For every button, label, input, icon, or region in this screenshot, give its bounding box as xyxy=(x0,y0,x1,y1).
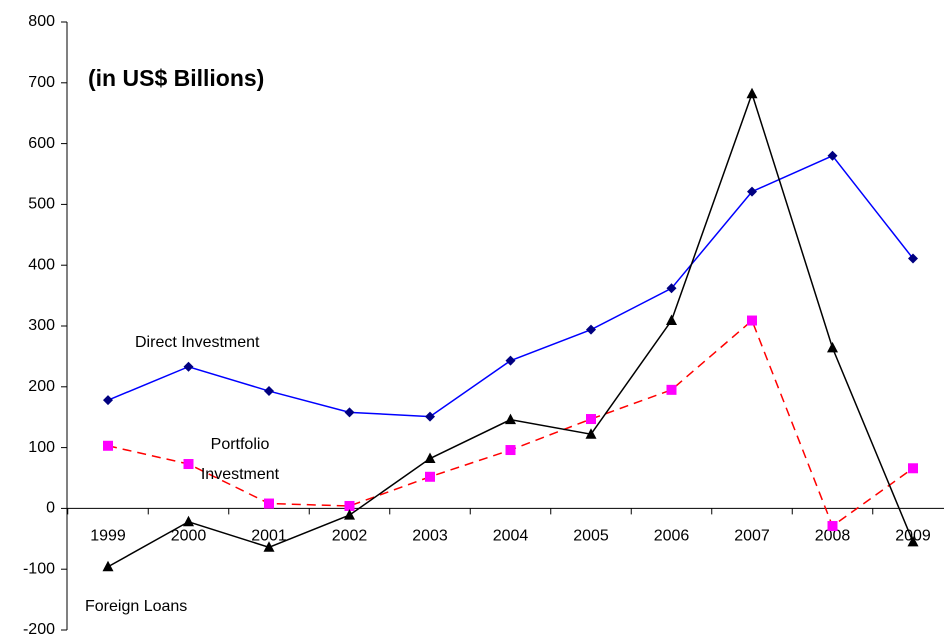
x-tick-label: 1999 xyxy=(90,528,126,545)
marker xyxy=(505,445,516,456)
y-tick-label: 400 xyxy=(28,256,55,273)
marker xyxy=(666,314,677,326)
marker xyxy=(827,150,838,161)
marker xyxy=(827,521,838,532)
x-tick-label: 2004 xyxy=(493,528,529,545)
x-tick-label: 2008 xyxy=(815,528,851,545)
y-tick-label: 0 xyxy=(46,500,55,517)
marker xyxy=(183,459,194,470)
marker xyxy=(586,324,596,335)
y-tick-label: 500 xyxy=(28,196,55,213)
marker xyxy=(102,560,114,572)
x-tick-label: 2006 xyxy=(654,528,690,545)
series-label: Direct Investment xyxy=(135,334,260,351)
marker xyxy=(183,361,194,372)
y-tick-label: -200 xyxy=(23,621,55,638)
marker xyxy=(505,355,516,366)
marker xyxy=(425,411,435,422)
marker xyxy=(264,498,274,509)
marker xyxy=(505,413,516,425)
marker xyxy=(747,315,757,326)
series-line xyxy=(107,154,914,418)
marker xyxy=(666,384,677,395)
marker xyxy=(263,541,275,552)
marker xyxy=(585,428,597,439)
marker xyxy=(344,500,355,511)
chart-title: (in US$ Billions) xyxy=(88,65,264,91)
y-tick-label: 100 xyxy=(28,439,55,456)
marker xyxy=(344,509,355,520)
series-label: Portfolio Investment xyxy=(201,436,280,483)
marker xyxy=(103,440,113,451)
marker xyxy=(424,452,436,464)
marker xyxy=(344,407,355,418)
y-tick-label: 800 xyxy=(28,13,55,30)
x-tick-label: 2003 xyxy=(412,528,448,545)
marker xyxy=(907,535,919,547)
x-tick-label: 2000 xyxy=(171,528,207,545)
marker xyxy=(747,186,757,197)
y-tick-label: 300 xyxy=(28,317,55,334)
marker xyxy=(908,253,918,264)
x-tick-label: 2002 xyxy=(332,528,368,545)
marker xyxy=(666,283,677,294)
y-tick-label: 700 xyxy=(28,74,55,91)
y-tick-label: 200 xyxy=(28,378,55,395)
marker xyxy=(827,341,838,353)
marker xyxy=(746,87,758,99)
marker xyxy=(264,386,274,397)
marker xyxy=(183,515,194,527)
x-tick-label: 2007 xyxy=(734,528,770,545)
y-tick-label: 600 xyxy=(28,135,55,152)
x-tick-label: 2005 xyxy=(573,528,609,545)
x-tick-label: 2001 xyxy=(251,528,287,545)
y-tick-label: -100 xyxy=(23,560,55,577)
marker xyxy=(908,463,918,474)
series-line xyxy=(107,91,914,568)
marker xyxy=(425,471,435,482)
marker xyxy=(586,414,596,425)
series-label: Foreign Loans xyxy=(85,598,187,615)
marker xyxy=(103,395,113,406)
